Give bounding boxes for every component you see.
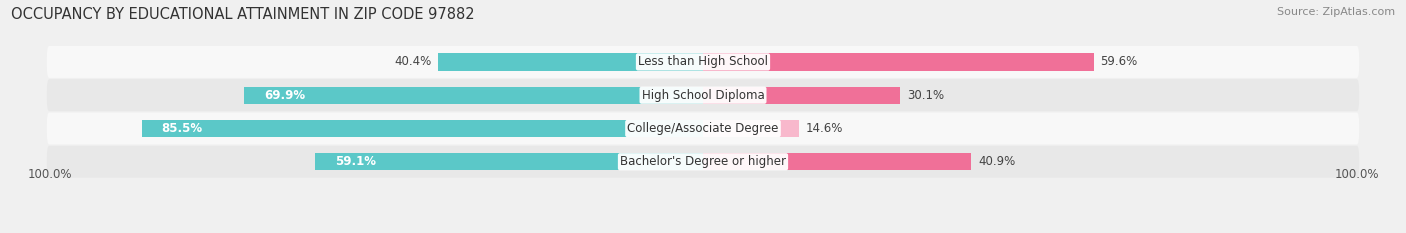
Bar	[703, 86, 900, 104]
Text: College/Associate Degree: College/Associate Degree	[627, 122, 779, 135]
Text: Bachelor's Degree or higher: Bachelor's Degree or higher	[620, 155, 786, 168]
Text: OCCUPANCY BY EDUCATIONAL ATTAINMENT IN ZIP CODE 97882: OCCUPANCY BY EDUCATIONAL ATTAINMENT IN Z…	[11, 7, 475, 22]
Text: 30.1%: 30.1%	[907, 89, 945, 102]
Bar	[437, 53, 703, 71]
Text: High School Diploma: High School Diploma	[641, 89, 765, 102]
Text: 85.5%: 85.5%	[162, 122, 202, 135]
Text: Source: ZipAtlas.com: Source: ZipAtlas.com	[1277, 7, 1395, 17]
Text: 14.6%: 14.6%	[806, 122, 842, 135]
Text: 59.6%: 59.6%	[1101, 55, 1137, 69]
Text: 59.1%: 59.1%	[335, 155, 375, 168]
Bar	[315, 153, 703, 170]
Text: 40.4%: 40.4%	[394, 55, 432, 69]
FancyBboxPatch shape	[46, 146, 1360, 178]
Bar	[245, 86, 703, 104]
Text: 40.9%: 40.9%	[979, 155, 1015, 168]
FancyBboxPatch shape	[46, 46, 1360, 78]
Text: 69.9%: 69.9%	[264, 89, 305, 102]
Text: Less than High School: Less than High School	[638, 55, 768, 69]
Bar	[703, 153, 972, 170]
Bar	[142, 120, 703, 137]
Bar	[703, 120, 799, 137]
Bar	[703, 53, 1094, 71]
Text: 100.0%: 100.0%	[1334, 168, 1379, 181]
FancyBboxPatch shape	[46, 79, 1360, 111]
FancyBboxPatch shape	[46, 113, 1360, 144]
Text: 100.0%: 100.0%	[27, 168, 72, 181]
